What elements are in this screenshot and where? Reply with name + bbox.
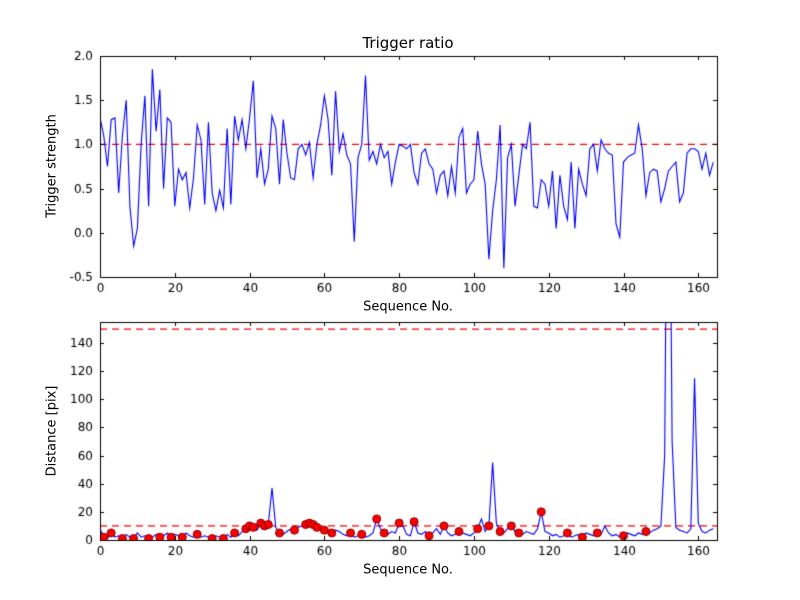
plot-canvas bbox=[0, 0, 800, 600]
figure: Trigger ratio Trigger strength Sequence … bbox=[0, 0, 800, 600]
